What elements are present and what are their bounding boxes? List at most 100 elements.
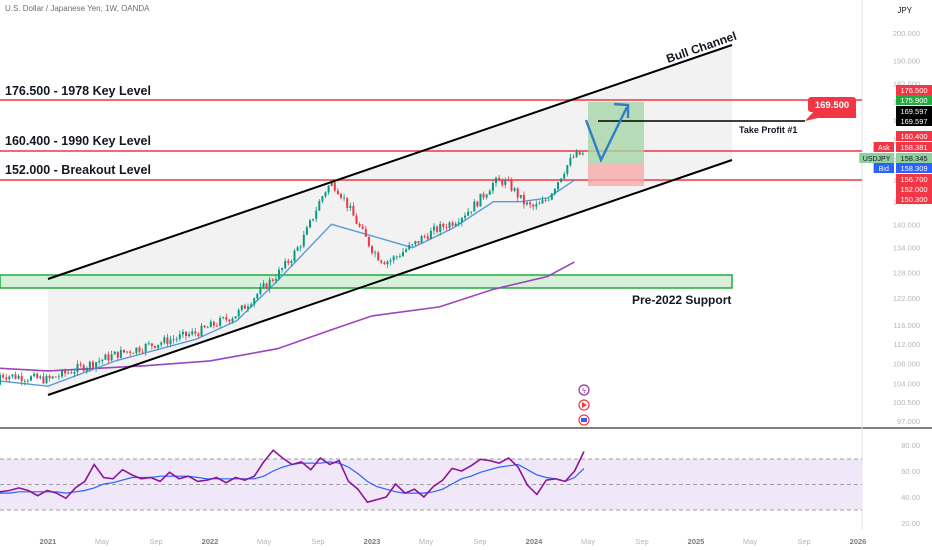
candle-body [203,325,206,328]
candle-body [2,374,5,378]
stop-zone[interactable] [588,164,644,186]
candle-body [20,376,23,382]
candle-body [482,193,485,198]
candle-body [414,241,417,245]
candle-body [30,376,32,381]
candle-body [349,206,352,208]
candle-body [460,217,463,223]
svg-text:152.000: 152.000 [900,185,927,194]
candle-body [45,376,48,384]
candle-body [172,339,175,340]
candle-body [485,194,488,198]
candle-body [219,317,222,326]
candle-body [110,354,113,361]
candle-body [26,380,29,382]
candle-body [470,211,473,213]
candle-body [402,251,404,257]
candle-body [429,230,432,239]
candle-body [268,279,271,289]
pre-2022-support-zone[interactable] [0,274,733,289]
candle-body [0,374,1,385]
svg-text:175.900: 175.900 [900,96,927,105]
channel-lower-line[interactable] [47,159,733,396]
candle-body [154,346,156,348]
event-icons[interactable]: ϟ [578,384,590,426]
lightning-icon[interactable] [578,384,590,396]
candle-body [398,256,401,257]
candle-body [305,227,308,235]
svg-text:158.381: 158.381 [900,143,927,152]
candle-body [51,376,54,379]
time-tick-label: Sep [149,537,162,546]
price-label: 152.000 [896,184,932,194]
candle-body [408,245,411,250]
rsi-axis[interactable]: 80.00 60.00 40.00 20.00 [901,441,920,528]
candle-body [386,261,389,265]
time-axis[interactable]: 2021 May Sep 2022 May Sep 2023 May Sep 2024 May Sep… [40,537,867,546]
target-zone[interactable] [588,102,644,164]
svg-text:150.300: 150.300 [900,195,927,204]
candle-body [5,377,8,380]
price-label: 160.400 [896,131,932,141]
candle-body [61,370,63,377]
candle-body [383,262,386,265]
price-tick-label: 134.000 [893,244,920,253]
candle-body [343,197,346,199]
candle-body [281,268,284,270]
candle-body [436,226,439,232]
price-label: 156.700 [896,174,932,184]
candle-body [98,360,101,363]
candle-body [185,331,187,337]
time-tick-label: Sep [311,537,324,546]
candle-body [262,283,265,288]
candle-body [48,376,51,379]
candle-body [138,347,141,352]
candle-body [324,192,327,197]
price-label: 158.345 USDJPY [859,153,932,163]
candle-body [85,367,88,371]
svg-text:169.597: 169.597 [900,107,927,116]
ema-fast-line [0,179,575,387]
candle-group [0,149,584,386]
candle-body [330,182,333,186]
candle-body [535,204,538,207]
price-tick-label: 122.000 [893,294,920,303]
candle-body [278,269,280,280]
candle-body [405,249,408,252]
price-tick-label: 128.000 [893,268,920,277]
candle-body [79,364,82,366]
price-tick-label: 190.000 [893,57,920,66]
candle-body [445,227,448,228]
candle-body [299,246,302,248]
price-tick-label: 200.000 [893,29,920,38]
candle-body [557,182,559,190]
candle-body [488,191,491,195]
price-tick-label: 182.000 [893,80,920,89]
candle-body [178,334,181,339]
candle-body [302,234,305,247]
price-label: 169.597 [896,116,932,126]
projection-arrow[interactable] [584,106,629,164]
candle-body [336,190,339,195]
candle-body [107,354,110,361]
take-profit-callout[interactable]: 169.500 [805,97,856,121]
candle-body [57,376,60,378]
candle-body [259,287,262,294]
candle-body [290,261,293,264]
candle-body [23,380,26,382]
rsi-tick-label: 80.00 [901,441,920,450]
candle-body [532,204,535,207]
candle-body [563,174,566,179]
candle-body [420,236,423,243]
candle-body [439,224,442,232]
level-1990-label: 160.400 - 1990 Key Level [5,134,151,148]
candle-body [88,361,91,368]
candle-body [287,260,290,263]
candle-body [361,226,364,229]
candle-body [132,353,135,354]
candle-body [209,321,212,328]
candle-body [73,372,76,374]
candle-body [54,376,57,378]
channel-upper-line[interactable] [47,44,733,280]
